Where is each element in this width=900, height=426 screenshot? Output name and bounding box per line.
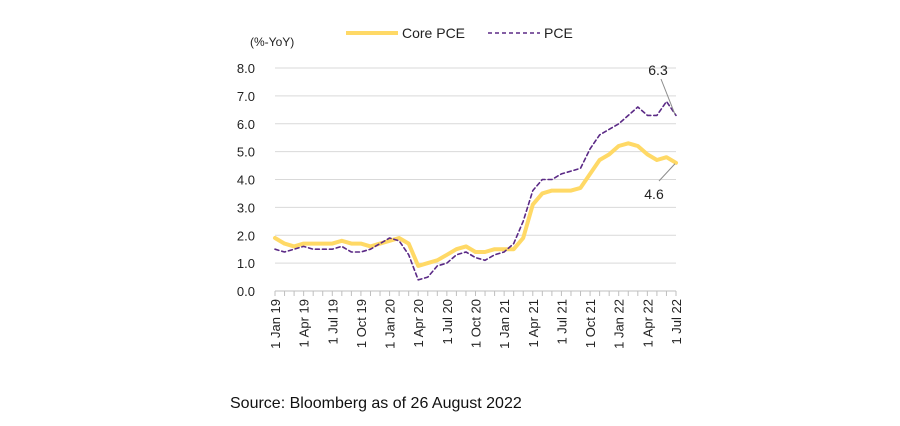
annotations: 6.3 4.6 [644, 62, 676, 202]
y-tick-label: 0.0 [237, 284, 255, 299]
x-tick-label: 1 Apr 20 [411, 299, 426, 347]
y-tick-label: 5.0 [237, 145, 255, 160]
x-tick-label: 1 Jul 20 [440, 299, 455, 345]
legend-label-core-pce: Core PCE [402, 25, 465, 41]
y-unit-label: (%-YoY) [250, 35, 294, 49]
x-tick-label: 1 Oct 19 [354, 299, 369, 348]
annotation-pce-latest: 6.3 [648, 62, 668, 78]
y-tick-label: 7.0 [237, 89, 255, 104]
y-axis: 0.0 1.0 2.0 3.0 4.0 5.0 6.0 7.0 8.0 [237, 61, 255, 299]
x-tick-label: 1 Jan 20 [383, 299, 398, 349]
y-tick-label: 4.0 [237, 173, 255, 188]
x-tick-label: 1 Jul 21 [554, 299, 569, 345]
series-layer [273, 100, 678, 281]
x-tick-label: 1 Apr 19 [297, 299, 312, 347]
x-tick-label: 1 Oct 21 [583, 299, 598, 348]
y-tick-label: 8.0 [237, 61, 255, 76]
x-tick-label: 1 Jan 22 [612, 299, 627, 349]
line-chart: 0.0 1.0 2.0 3.0 4.0 5.0 6.0 7.0 8.0 1 Jan 19 1 Ap… [237, 25, 684, 349]
series-line-pce [274, 100, 677, 281]
source-note: Source: Bloomberg as of 26 August 2022 [230, 395, 522, 412]
legend-label-pce: PCE [544, 25, 573, 41]
x-tick-label: 1 Jan 19 [268, 299, 283, 349]
series-line-core-pce [273, 141, 678, 268]
x-tick-label: 1 Oct 20 [469, 299, 484, 348]
y-tick-label: 1.0 [237, 256, 255, 271]
y-tick-label: 6.0 [237, 117, 255, 132]
x-tick-label: 1 Jan 21 [497, 299, 512, 349]
x-tick-label: 1 Apr 22 [640, 299, 655, 347]
annotation-core-pce-latest: 4.6 [644, 186, 664, 202]
annotation-leader-pce [660, 78, 676, 115]
x-axis: 1 Jan 19 1 Apr 19 1 Jul 19 1 Oct 19 1 Jan 20… [268, 291, 684, 349]
x-tick-label: 1 Jul 19 [325, 299, 340, 345]
legend: Core PCE PCE [346, 25, 573, 41]
x-tick-label: 1 Jul 22 [669, 299, 684, 345]
annotation-leader-core-pce [658, 163, 676, 182]
y-tick-label: 3.0 [237, 200, 255, 215]
gridlines [275, 67, 676, 292]
y-tick-label: 2.0 [237, 228, 255, 243]
x-tick-label: 1 Apr 21 [526, 299, 541, 347]
